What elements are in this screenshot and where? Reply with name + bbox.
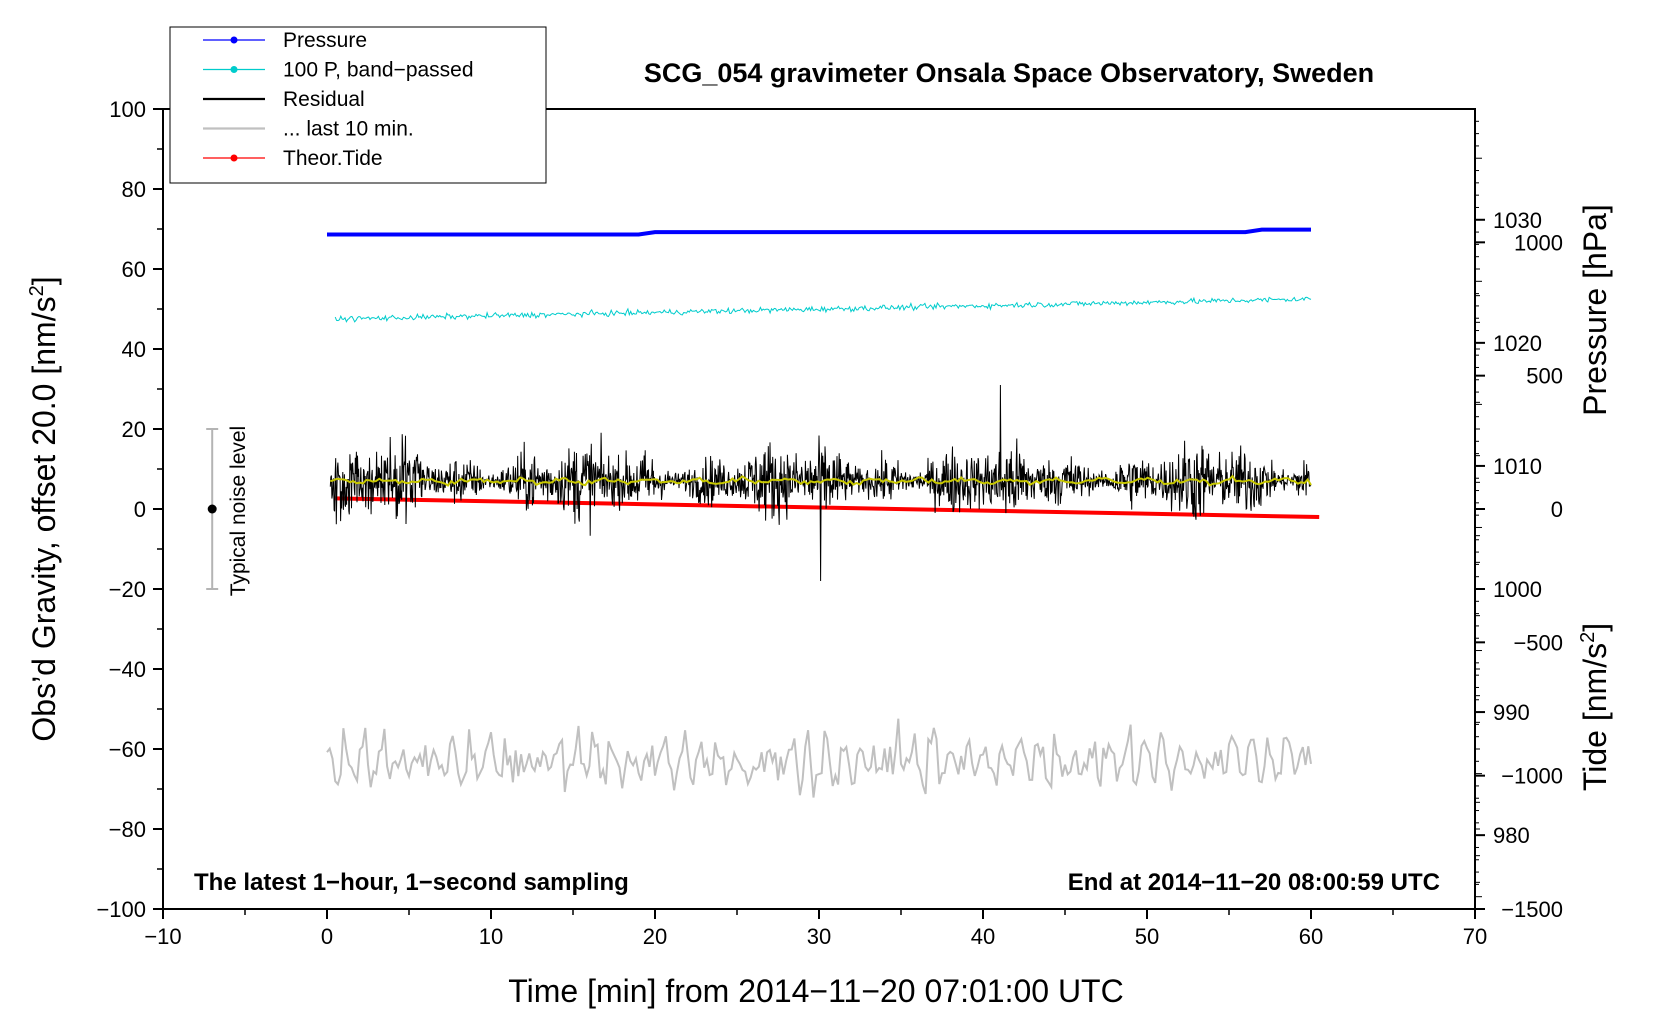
end-time-annotation: End at 2014−11−20 08:00:59 UTC (1068, 869, 1440, 896)
legend-marker (230, 66, 238, 73)
y-tick-label: 20 (122, 417, 146, 442)
sampling-annotation: The latest 1−hour, 1−second sampling (194, 869, 629, 896)
tide-axis-title-superscript: 2 (1577, 632, 1599, 643)
y-tick-label: 60 (122, 257, 146, 282)
tide-tick-label: 1000 (1514, 230, 1563, 255)
tide-axis-title-main: Tide [nm/s (1577, 643, 1613, 791)
series-last-10-min-line (326, 718, 1312, 798)
left-axis-title-main: Obs’d Gravity, offset 20.0 [nm/s (26, 296, 62, 741)
legend-label: Theor.Tide (283, 147, 383, 170)
x-tick-label: 50 (1135, 924, 1159, 949)
x-tick-label: −10 (144, 924, 181, 949)
x-tick-label: 40 (971, 924, 995, 949)
x-tick-label: 20 (643, 924, 667, 949)
legend-entries: Pressure 100 P, band−passed Residual ... la… (203, 29, 474, 170)
legend-marker (230, 154, 238, 162)
legend-label: Pressure (283, 29, 367, 52)
pressure-tick-label: 1000 (1493, 577, 1542, 602)
legend-label: Residual (283, 88, 365, 111)
pressure-tick-label: 990 (1493, 700, 1530, 725)
x-tick-label: 0 (321, 924, 333, 949)
x-axis-title: Time [min] from 2014−11−20 07:01:00 UTC (508, 973, 1123, 1009)
tide-tick-label: 500 (1526, 364, 1563, 389)
series-band-passed-pressure-line (334, 296, 1312, 323)
y-tick-label: −60 (109, 737, 146, 762)
chart-title: SCG_054 gravimeter Onsala Space Observat… (644, 58, 1374, 88)
y-tick-label: −80 (109, 817, 146, 842)
pressure-tick-label: 1030 (1493, 208, 1542, 233)
y-tick-label: −100 (96, 897, 146, 922)
x-tick-label: 70 (1463, 924, 1487, 949)
left-axis-title-superscript: 2 (26, 285, 48, 296)
legend: Pressure 100 P, band−passed Residual ... la… (169, 26, 547, 184)
y-tick-label: 40 (122, 337, 146, 362)
axes: −10 0 10 20 30 40 50 60 70−100−80−60−40−20020406… (96, 97, 1563, 949)
series-residual-line (329, 384, 1312, 582)
pressure-tick-label: 1010 (1493, 454, 1542, 479)
noise-level-label: Typical noise level (227, 426, 250, 596)
pressure-tick-label: 980 (1493, 823, 1530, 848)
y-tick-label: 80 (122, 177, 146, 202)
tide-tick-label: −1500 (1501, 897, 1563, 922)
left-axis-title: Obs’d Gravity, offset 20.0 [nm/s2] (26, 276, 62, 741)
plot-area (206, 227, 1320, 798)
pressure-tick-label: 1020 (1493, 331, 1542, 356)
pressure-axis-title: Pressure [hPa] (1577, 204, 1613, 416)
legend-label: ... last 10 min. (283, 118, 414, 141)
x-tick-label: 30 (807, 924, 831, 949)
y-tick-label: 100 (109, 97, 146, 122)
legend-marker (230, 36, 238, 44)
tide-tick-label: 0 (1551, 497, 1563, 522)
series-residual-smoothed-line (330, 474, 1312, 487)
x-tick-label: 60 (1299, 924, 1323, 949)
tide-axis-title-close: ] (1577, 623, 1613, 632)
noise-bar-center-dot (207, 504, 217, 514)
tide-tick-label: −500 (1513, 630, 1563, 655)
legend-label: 100 P, band−passed (283, 59, 474, 82)
y-tick-label: −40 (109, 657, 146, 682)
y-tick-label: −20 (109, 577, 146, 602)
series-theor-tide-line (335, 496, 1320, 519)
left-axis-title-close: ] (26, 276, 62, 285)
x-tick-label: 10 (479, 924, 503, 949)
tide-axis-title: Tide [nm/s2] (1577, 623, 1613, 791)
series-pressure-line (327, 227, 1311, 237)
y-tick-label: 0 (134, 497, 146, 522)
tide-tick-label: −1000 (1501, 764, 1563, 789)
